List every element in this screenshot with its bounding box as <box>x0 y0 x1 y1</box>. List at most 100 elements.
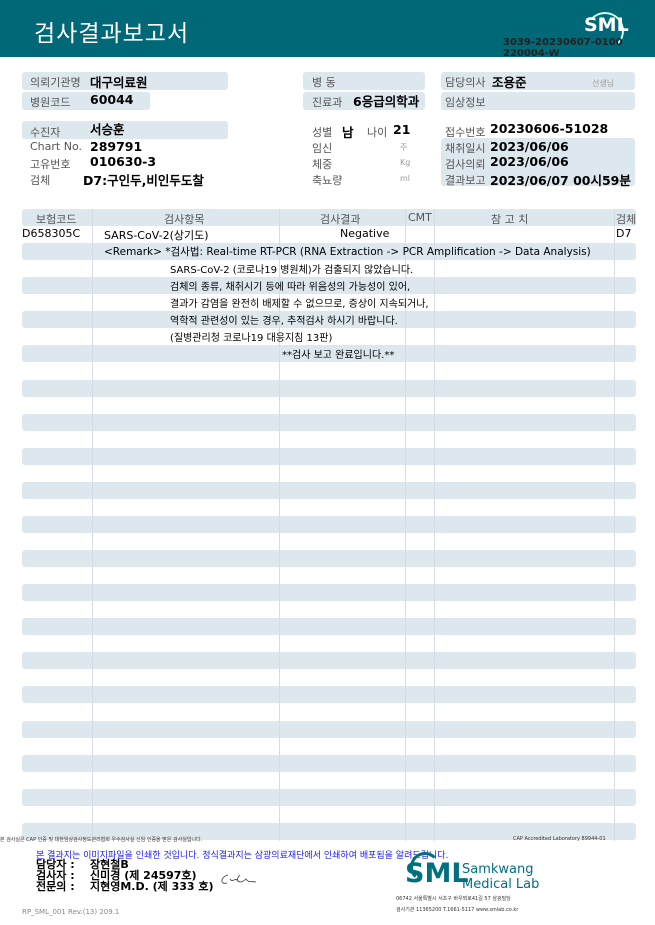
header-specimen: 검체 <box>616 213 637 226</box>
ward-label: 병 동 <box>312 76 336 89</box>
band <box>441 138 635 186</box>
table-stripe <box>22 822 636 840</box>
cert-text: 본 검사실은 CAP 인증 및 대한임상검사정도관리협회 우수검사실 신임 인증… <box>0 837 203 843</box>
receipt-value: 20230606-51028 <box>490 121 609 136</box>
column-divider <box>434 209 435 841</box>
dept-value: 6응급의학과 <box>353 94 420 109</box>
reported-value: 2023/06/07 00시59분 <box>490 173 631 188</box>
table-stripe <box>22 311 636 329</box>
tester-label: 검사자 : <box>36 869 75 882</box>
reported-label: 결과보고 <box>445 174 486 187</box>
sml-arc-icon <box>410 852 440 882</box>
sml-logo: SML <box>584 14 629 36</box>
unique-value: 010630-3 <box>90 154 157 169</box>
remark-line: 역학적 관련성이 있는 경우, 추적검사 하시기 바랍니다. <box>170 316 398 327</box>
row-result: Negative <box>340 227 390 240</box>
doctor-value: 조용준 <box>492 75 527 90</box>
table-stripe <box>22 345 636 363</box>
doctor-suffix: 선생님 <box>592 79 615 88</box>
doctor-label: 담당의사 <box>445 76 486 89</box>
column-divider <box>405 209 406 841</box>
report-header <box>0 0 655 57</box>
requested-label: 검사의뢰 <box>445 158 486 171</box>
table-stripe <box>22 788 636 806</box>
table-stripe <box>22 550 636 567</box>
pregnancy-label: 임신 <box>312 142 333 155</box>
specialist-label: 전문의 : <box>36 880 75 893</box>
band <box>303 92 425 110</box>
band <box>22 121 228 139</box>
staff-label: 담당자 : <box>36 858 75 871</box>
specimen-label: 검체 <box>30 174 51 187</box>
table-stripe <box>22 481 636 499</box>
band <box>22 92 150 110</box>
results-table <box>22 209 636 841</box>
patient-value: 서승훈 <box>90 122 125 137</box>
specimen-value: D7:구인두,비인두도찰 <box>83 173 204 188</box>
tester-value: 신미경 (제 24597호) <box>90 869 197 882</box>
table-stripe <box>22 686 636 704</box>
receipt-label: 접수번호 <box>445 126 486 139</box>
column-divider <box>279 209 280 841</box>
unique-label: 고유번호 <box>30 158 71 171</box>
remark-line: 결과가 감염을 완전히 배제할 수 없으므로, 증상이 지속되거나, <box>170 299 429 310</box>
header-reference: 참 고 치 <box>491 213 529 226</box>
remark-line: (질병관리청 코로나19 대응지침 13판) <box>170 333 333 344</box>
sml-logo-arc-icon <box>586 12 624 50</box>
header-result: 검사결과 <box>320 213 361 226</box>
pregnancy-unit: 주 <box>400 143 408 152</box>
table-stripe <box>22 413 636 431</box>
band <box>441 92 635 110</box>
table-stripe <box>22 209 636 226</box>
remark: <Remark> *검사법: Real-time RT-PCR (RNA Ext… <box>104 246 591 258</box>
table-stripe <box>22 277 636 295</box>
weight-unit: Kg <box>400 158 411 167</box>
specialist-value: 지현영M.D. (제 333 호) <box>90 880 214 893</box>
row-specimen: D7 <box>616 227 632 240</box>
lab-name: Samkwang Medical Lab <box>462 862 540 892</box>
form-number: RP_SML_001 Rev.(13) 209.1 <box>22 908 120 916</box>
band <box>303 72 425 90</box>
weight-label: 체중 <box>312 158 333 171</box>
sex-label: 성별 <box>312 126 333 139</box>
row-code: D658305C <box>22 227 81 240</box>
chart-value: 289791 <box>90 139 143 154</box>
dept-label: 진료과 <box>312 96 343 109</box>
hospital-code-value: 60044 <box>90 92 134 107</box>
header-cmt: CMT <box>408 211 432 224</box>
clinical-label: 임상정보 <box>445 96 486 109</box>
table-stripe <box>22 720 636 738</box>
lab-contact: 검사기관 11365200 T.1661-5117 www.smlab.co.k… <box>396 907 519 913</box>
hospital-code-label: 병원코드 <box>30 96 71 109</box>
cap-text: CAP Accredited Laboratory 89944-01 <box>513 836 606 842</box>
institution-label: 의뢰기관명 <box>30 76 81 89</box>
lab-logo: SML <box>405 858 469 889</box>
band <box>441 72 635 90</box>
row-item: SARS-CoV-2(상기도) <box>104 229 209 242</box>
requested-value: 2023/06/06 <box>490 154 569 169</box>
staff-value: 장현철B <box>90 858 129 871</box>
notice: 본 결과지는 이미지파일을 인쇄한 것입니다. 정식결과지는 삼광의료재단에서 … <box>36 851 449 861</box>
collected-label: 채취일시 <box>445 142 486 155</box>
institution-value: 대구의료원 <box>90 75 148 90</box>
header-item: 검사항목 <box>164 213 205 226</box>
column-divider <box>614 209 615 841</box>
table-stripe <box>22 379 636 397</box>
urine-unit: ml <box>400 174 411 183</box>
sex-value: 남 <box>342 125 354 140</box>
table-stripe <box>22 754 636 772</box>
table-stripe <box>22 652 636 670</box>
age-label: 나이 <box>367 126 388 139</box>
chart-label: Chart No. <box>30 140 82 153</box>
age-value: 21 <box>393 122 411 137</box>
document-number: 3039-20230607-0100 220004-W <box>503 37 623 59</box>
header-code: 보험코드 <box>36 213 77 226</box>
report-complete: **검사 보고 완료입니다.** <box>282 350 395 361</box>
remark-line: 검체의 종류, 채취시기 등에 따라 위음성의 가능성이 있어, <box>170 282 411 293</box>
table-stripe <box>22 584 636 602</box>
table-stripe <box>22 515 636 533</box>
table-stripe <box>22 618 636 636</box>
lab-address: 06742 서울특별시 서초구 바우뫼로41길 57 삼광빌딩 <box>396 896 511 902</box>
collected-value: 2023/06/06 <box>490 139 569 154</box>
column-divider <box>92 209 93 841</box>
